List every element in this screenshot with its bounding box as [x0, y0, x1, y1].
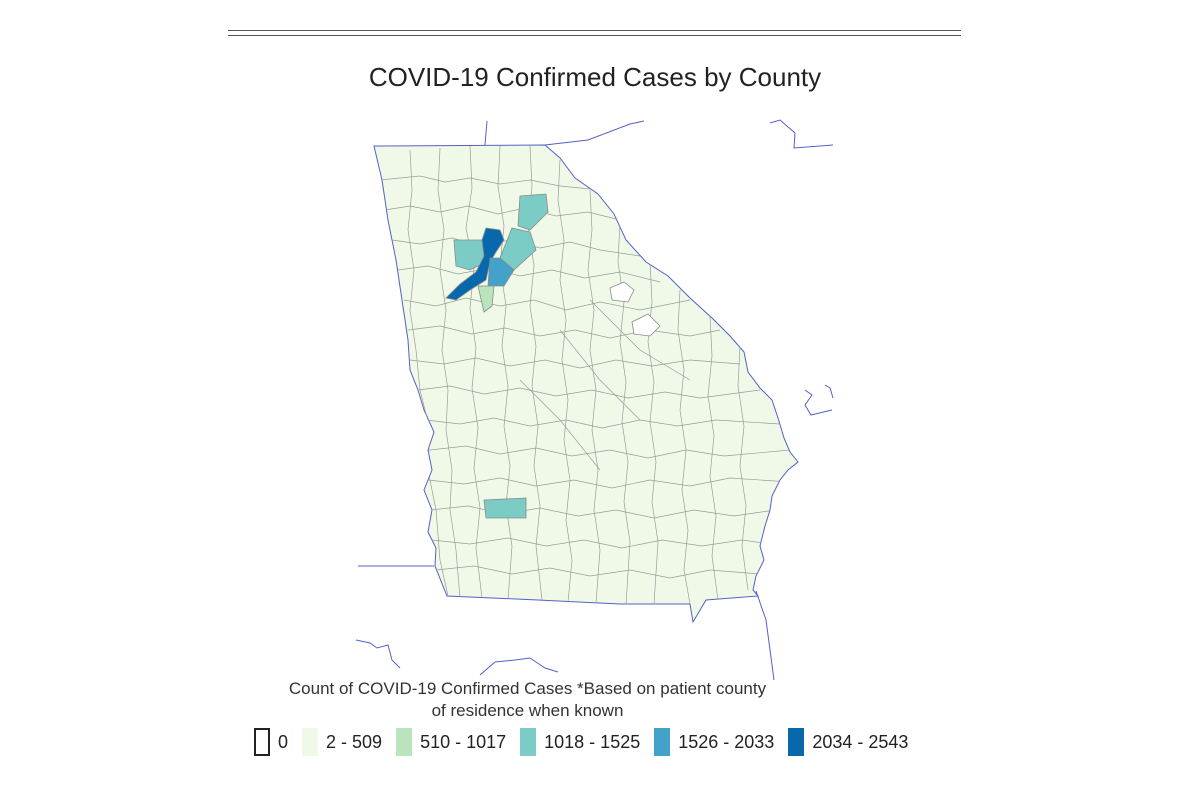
county-gwinnett[interactable] — [499, 227, 537, 271]
county-dougherty[interactable] — [483, 497, 527, 519]
neighbor-state-borders — [355, 119, 834, 681]
legend-label-0: 0 — [278, 731, 289, 752]
sc-coast-tip — [824, 384, 834, 399]
legend-item-4[interactable]: 1526 - 2033 — [654, 728, 774, 756]
map-title: COVID-19 Confirmed Cases by County — [368, 62, 822, 92]
fl-panhandle-coast — [355, 639, 401, 669]
county-dekalb[interactable] — [487, 257, 515, 287]
legend-label-5: 2034 - 2543 — [812, 731, 909, 752]
legend-label-3: 1018 - 1525 — [544, 731, 641, 752]
county-zero-2[interactable] — [631, 313, 661, 337]
georgia-state-outline — [373, 144, 799, 624]
highlighted-counties[interactable] — [445, 193, 549, 519]
sc-coast-inlet — [804, 389, 833, 416]
legend-label-1: 2 - 509 — [326, 731, 383, 752]
legend-swatch-1 — [302, 728, 319, 756]
legend-item-1[interactable]: 2 - 509 — [302, 728, 382, 756]
legend: 0 2 - 509 510 - 1017 1018 - 1525 1526 - … — [254, 727, 922, 757]
legend-swatch-2 — [396, 728, 413, 756]
county-zero-1[interactable] — [609, 281, 635, 303]
legend-item-0[interactable]: 0 — [254, 728, 288, 756]
fl-east-coast — [755, 590, 775, 681]
legend-item-2[interactable]: 510 - 1017 — [396, 728, 506, 756]
county-cobb[interactable] — [453, 239, 487, 271]
sc-coast — [769, 119, 834, 149]
tn-nc-border — [544, 120, 645, 146]
legend-caption-line1: Count of COVID-19 Confirmed Cases *Based… — [288, 679, 767, 698]
legend-item-5[interactable]: 2034 - 2543 — [788, 728, 908, 756]
al-tn-border — [484, 120, 488, 146]
top-divider — [228, 30, 961, 36]
legend-caption: Count of COVID-19 Confirmed Cases *Based… — [240, 678, 815, 722]
legend-swatch-0 — [254, 728, 270, 756]
legend-swatch-4 — [654, 728, 671, 756]
legend-item-3[interactable]: 1018 - 1525 — [520, 728, 640, 756]
legend-label-4: 1526 - 2033 — [678, 731, 775, 752]
legend-swatch-3 — [520, 728, 537, 756]
legend-label-2: 510 - 1017 — [420, 731, 507, 752]
county-fulton[interactable] — [445, 227, 505, 301]
zero-case-counties[interactable] — [609, 281, 661, 337]
fl-gulf-coast — [479, 657, 559, 676]
legend-swatch-5 — [788, 728, 805, 756]
county-clayton[interactable] — [477, 285, 495, 313]
county-hall[interactable] — [517, 193, 549, 231]
legend-caption-line2: of residence when known — [431, 701, 624, 720]
